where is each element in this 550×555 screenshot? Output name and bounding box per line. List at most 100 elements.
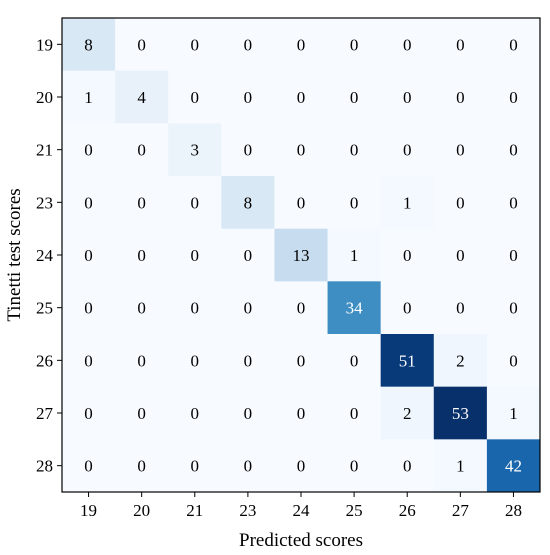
cell-value-24-23: 0: [244, 246, 253, 265]
cell-19-23: [221, 18, 275, 72]
cell-20-27: [433, 70, 488, 124]
cell-value-19-21: 0: [191, 35, 200, 54]
cell-value-24-28: 0: [509, 246, 518, 265]
x-tick-label-23: 23: [239, 501, 256, 520]
x-axis-ticks: 19 20 21 23 24 25 26 27 28: [80, 492, 522, 520]
cell-28-23: [221, 439, 275, 493]
cell-value-19-26: 0: [403, 35, 412, 54]
cell-26-23: [221, 334, 275, 388]
cell-25-24: [274, 281, 329, 335]
cell-19-27: [433, 18, 488, 72]
cell-value-21-23: 0: [244, 141, 253, 160]
cell-20-28: [486, 70, 541, 124]
cell-value-19-25: 0: [350, 35, 359, 54]
cell-value-24-26: 0: [403, 246, 412, 265]
cell-25-21: [168, 281, 222, 335]
cell-23-28: [486, 176, 541, 230]
cell-value-21-21: 3: [191, 141, 200, 160]
x-axis-title: Predicted scores: [239, 530, 363, 551]
cell-28-19: [62, 439, 116, 493]
cell-25-25: [327, 281, 382, 335]
cell-20-24: [274, 70, 329, 124]
cell-21-27: [433, 123, 488, 177]
cell-value-19-19: 8: [84, 35, 93, 54]
cell-24-27: [433, 228, 488, 282]
cell-value-21-24: 0: [297, 141, 306, 160]
cell-value-21-19: 0: [84, 141, 93, 160]
cell-23-26: [380, 176, 435, 230]
x-tick-label-21: 21: [186, 501, 203, 520]
cell-20-26: [380, 70, 435, 124]
cell-21-20: [115, 123, 169, 177]
cell-23-23: [221, 176, 275, 230]
cell-27-23: [221, 386, 275, 440]
cell-value-25-23: 0: [244, 299, 253, 318]
cell-value-20-19: 1: [84, 88, 93, 107]
cell-value-21-28: 0: [509, 141, 518, 160]
cell-25-23: [221, 281, 275, 335]
cell-value-25-20: 0: [137, 299, 146, 318]
cell-26-20: [115, 334, 169, 388]
cell-value-labels: 8 0 0 0 0 0 0 0 0 1 4 0 0 0 0 0 0 0 0 0 3 0 0 0 0 0 0 0 0 0 8 0 0 1 0 0 0 0 0 0…: [84, 35, 522, 475]
cell-26-25: [327, 334, 382, 388]
cell-value-25-27: 0: [456, 299, 465, 318]
y-tick-label-24: 24: [36, 246, 54, 265]
cell-21-28: [486, 123, 541, 177]
cell-value-24-20: 0: [137, 246, 146, 265]
cell-20-19: [62, 70, 116, 124]
cell-value-28-24: 0: [297, 457, 306, 476]
cell-23-24: [274, 176, 329, 230]
cell-27-21: [168, 386, 222, 440]
cell-value-24-24: 13: [293, 246, 310, 265]
cell-value-23-20: 0: [137, 193, 146, 212]
cell-value-23-26: 1: [403, 193, 412, 212]
cell-value-26-26: 51: [399, 351, 416, 370]
cell-20-20: [115, 70, 169, 124]
cell-value-19-23: 0: [244, 35, 253, 54]
cell-value-28-20: 0: [137, 457, 146, 476]
cell-value-23-28: 0: [509, 193, 518, 212]
cell-value-19-20: 0: [137, 35, 146, 54]
cell-19-26: [380, 18, 435, 72]
cell-value-27-21: 0: [191, 404, 200, 423]
cell-19-20: [115, 18, 169, 72]
cell-23-19: [62, 176, 116, 230]
cell-value-20-21: 0: [191, 88, 200, 107]
cell-23-25: [327, 176, 382, 230]
cell-value-19-27: 0: [456, 35, 465, 54]
cell-26-26: [380, 334, 435, 388]
cell-value-28-23: 0: [244, 457, 253, 476]
cell-25-19: [62, 281, 116, 335]
cell-value-26-19: 0: [84, 351, 93, 370]
cell-value-25-26: 0: [403, 299, 412, 318]
cell-value-25-25: 34: [346, 299, 364, 318]
cell-25-28: [486, 281, 541, 335]
cell-value-26-28: 0: [509, 351, 518, 370]
cell-value-26-24: 0: [297, 351, 306, 370]
cell-28-25: [327, 439, 382, 493]
cell-24-23: [221, 228, 275, 282]
cell-value-27-28: 1: [509, 404, 518, 423]
y-axis-title: Tinetti test scores: [4, 188, 25, 321]
cell-24-20: [115, 228, 169, 282]
cell-28-26: [380, 439, 435, 493]
cell-24-21: [168, 228, 222, 282]
cell-value-28-26: 0: [403, 457, 412, 476]
x-tick-label-28: 28: [505, 501, 522, 520]
cell-value-21-25: 0: [350, 141, 359, 160]
cell-26-24: [274, 334, 329, 388]
cell-value-27-20: 0: [137, 404, 146, 423]
cell-23-20: [115, 176, 169, 230]
cell-21-24: [274, 123, 329, 177]
y-tick-label-23: 23: [36, 193, 53, 212]
cell-value-23-27: 0: [456, 193, 465, 212]
cell-value-20-26: 0: [403, 88, 412, 107]
cell-value-27-19: 0: [84, 404, 93, 423]
x-tick-label-27: 27: [452, 501, 470, 520]
x-tick-label-26: 26: [399, 501, 416, 520]
cell-19-24: [274, 18, 329, 72]
cell-value-27-25: 0: [350, 404, 359, 423]
cell-value-28-27: 1: [456, 457, 465, 476]
cell-value-23-24: 0: [297, 193, 306, 212]
